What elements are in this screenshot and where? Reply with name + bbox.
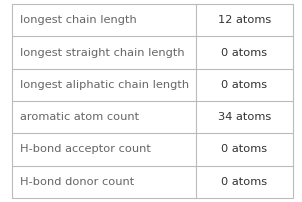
Text: longest chain length: longest chain length	[20, 15, 137, 25]
Text: H-bond donor count: H-bond donor count	[20, 177, 134, 187]
Text: 0 atoms: 0 atoms	[221, 47, 268, 58]
Text: 0 atoms: 0 atoms	[221, 177, 268, 187]
Text: longest straight chain length: longest straight chain length	[20, 47, 184, 58]
Text: 12 atoms: 12 atoms	[218, 15, 271, 25]
Text: aromatic atom count: aromatic atom count	[20, 112, 139, 122]
Text: 34 atoms: 34 atoms	[218, 112, 271, 122]
Text: 0 atoms: 0 atoms	[221, 144, 268, 155]
Text: longest aliphatic chain length: longest aliphatic chain length	[20, 80, 189, 90]
Text: H-bond acceptor count: H-bond acceptor count	[20, 144, 150, 155]
Text: 0 atoms: 0 atoms	[221, 80, 268, 90]
